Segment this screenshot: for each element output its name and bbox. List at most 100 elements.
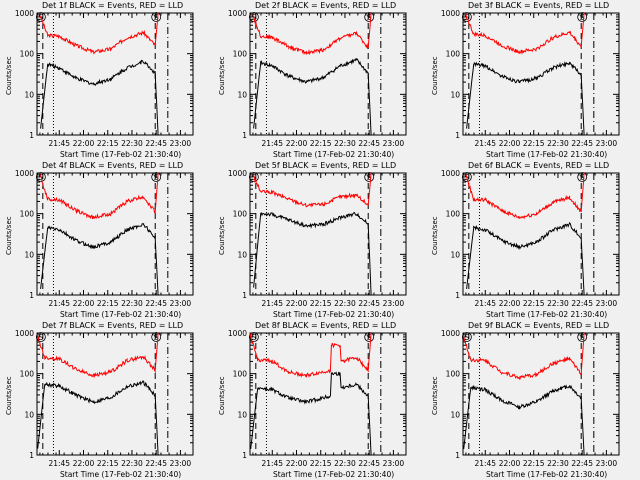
x-tick-label: 22:15 — [97, 459, 119, 468]
saa-marker-circle — [151, 12, 162, 22]
x-tick-label: 22:30 — [547, 139, 569, 148]
x-tick-label: 22:45 — [358, 139, 380, 148]
y-tick-label: 1 — [242, 131, 247, 140]
x-tick-label: 22:00 — [286, 139, 308, 148]
plot-frame — [36, 12, 194, 136]
y-tick-label: 10 — [24, 90, 34, 99]
event-rate-series-line — [466, 61, 585, 136]
chart-title: Det 7f BLACK = Events, RED = LLD — [42, 321, 184, 330]
plot-svg: 1 10 100 1000 21:45 22:00 22:15 22:30 22:45 23:00… — [228, 9, 407, 148]
x-tick-label: 22:30 — [121, 459, 143, 468]
saa-marker-circle — [364, 172, 375, 182]
chart-title: Det 2f BLACK = Events, RED = LLD — [255, 1, 397, 10]
event-rate-series-line — [466, 221, 585, 296]
saa-marker-circle — [35, 172, 46, 182]
plot-svg: 1 10 100 1000 21:45 22:00 22:15 22:30 22:45 23:00… — [228, 169, 407, 308]
detector-panel: Det 5f BLACK = Events, RED = LLD Counts/s… — [213, 160, 426, 320]
event-rate-series-line — [40, 223, 159, 296]
y-tick-label: 10 — [24, 410, 34, 419]
event-rate-series-line — [253, 57, 372, 136]
x-axis-label: Start Time (17-Feb-02 21:30:40) — [60, 310, 182, 319]
detector-panel: Det 3f BLACK = Events, RED = LLD Counts/s… — [426, 0, 639, 160]
x-tick-label: 23:00 — [170, 139, 192, 148]
y-tick-label: 100 — [446, 50, 461, 59]
x-tick-label: 21:45 — [474, 459, 496, 468]
chart-title: Det 5f BLACK = Events, RED = LLD — [255, 161, 397, 170]
event-rate-series-line — [253, 211, 372, 296]
x-tick-label: 23:00 — [383, 299, 405, 308]
x-tick-label: 22:30 — [121, 299, 143, 308]
plot-svg: 1 10 100 1000 21:45 22:00 22:15 22:30 22:45 23:00… — [441, 9, 620, 148]
plot-frame — [249, 12, 407, 136]
saa-marker-circle — [248, 12, 259, 22]
y-tick-label: 100 — [446, 370, 461, 379]
saa-marker-symbol: S — [367, 333, 372, 342]
y-tick-label: 10 — [450, 250, 460, 259]
plot-svg: 1 10 100 1000 21:45 22:00 22:15 22:30 22:45 23:00… — [441, 329, 620, 468]
plot-svg: 1 10 100 1000 21:45 22:00 22:15 22:30 22:45 23:00… — [228, 329, 407, 468]
event-rate-series-line — [37, 380, 159, 456]
x-tick-label: 22:30 — [547, 459, 569, 468]
detector-panel: Det 8f BLACK = Events, RED = LLD Counts/s… — [213, 320, 426, 480]
saa-marker-circle — [461, 172, 472, 182]
x-tick-label: 21:45 — [261, 299, 283, 308]
y-tick-label: 1000 — [228, 329, 247, 338]
x-tick-label: 22:45 — [571, 139, 593, 148]
x-tick-label: 22:15 — [523, 459, 545, 468]
x-tick-label: 21:45 — [48, 139, 70, 148]
saa-marker-circle — [151, 332, 162, 342]
x-tick-label: 22:45 — [145, 459, 167, 468]
x-tick-label: 21:45 — [261, 459, 283, 468]
y-tick-label: 100 — [20, 50, 35, 59]
saa-marker-circle — [577, 172, 588, 182]
x-tick-label: 22:00 — [73, 459, 95, 468]
x-tick-label: 22:45 — [358, 299, 380, 308]
saa-marker-symbol: S — [367, 13, 372, 22]
y-tick-label: 100 — [20, 210, 35, 219]
x-tick-label: 23:00 — [596, 139, 618, 148]
y-tick-label: 1000 — [441, 329, 460, 338]
chart-title: Det 6f BLACK = Events, RED = LLD — [468, 161, 610, 170]
y-tick-label: 1000 — [228, 169, 247, 178]
x-tick-label: 22:30 — [121, 139, 143, 148]
plot-frame — [36, 332, 194, 456]
plot-frame — [462, 332, 620, 456]
x-tick-label: 21:45 — [474, 299, 496, 308]
x-tick-label: 22:00 — [499, 139, 521, 148]
saa-marker-symbol: S — [464, 333, 469, 342]
x-tick-label: 22:00 — [73, 139, 95, 148]
y-tick-label: 10 — [450, 410, 460, 419]
x-axis-label: Start Time (17-Feb-02 21:30:40) — [486, 470, 608, 479]
event-rate-series-line — [463, 384, 585, 456]
x-tick-label: 22:15 — [310, 139, 332, 148]
saa-marker-circle — [151, 172, 162, 182]
x-tick-label: 22:45 — [145, 139, 167, 148]
saa-marker-circle — [248, 172, 259, 182]
x-tick-label: 22:15 — [523, 139, 545, 148]
detector-panel: Det 1f BLACK = Events, RED = LLD Counts/s… — [0, 0, 213, 160]
x-tick-label: 21:45 — [474, 139, 496, 148]
x-tick-label: 22:30 — [547, 299, 569, 308]
x-tick-label: 23:00 — [383, 459, 405, 468]
plot-svg: 1 10 100 1000 21:45 22:00 22:15 22:30 22:45 23:00… — [441, 169, 620, 308]
saa-marker-circle — [364, 332, 375, 342]
y-tick-label: 100 — [233, 370, 248, 379]
x-axis-label: Start Time (17-Feb-02 21:30:40) — [486, 150, 608, 159]
y-tick-label: 10 — [237, 410, 247, 419]
x-tick-label: 22:15 — [523, 299, 545, 308]
event-rate-series-line — [250, 371, 372, 456]
plot-frame — [462, 172, 620, 296]
plot-frame — [249, 332, 407, 456]
y-tick-label: 1000 — [15, 9, 34, 18]
chart-title: Det 9f BLACK = Events, RED = LLD — [468, 321, 610, 330]
event-rate-series-line — [40, 59, 159, 136]
lld-rate-series-line — [252, 12, 372, 56]
y-tick-label: 100 — [446, 210, 461, 219]
saa-marker-symbol: S — [367, 173, 372, 182]
x-tick-label: 21:45 — [48, 459, 70, 468]
saa-marker-circle — [577, 12, 588, 22]
x-tick-label: 22:45 — [571, 299, 593, 308]
x-tick-label: 22:00 — [286, 459, 308, 468]
x-tick-label: 21:45 — [48, 299, 70, 308]
